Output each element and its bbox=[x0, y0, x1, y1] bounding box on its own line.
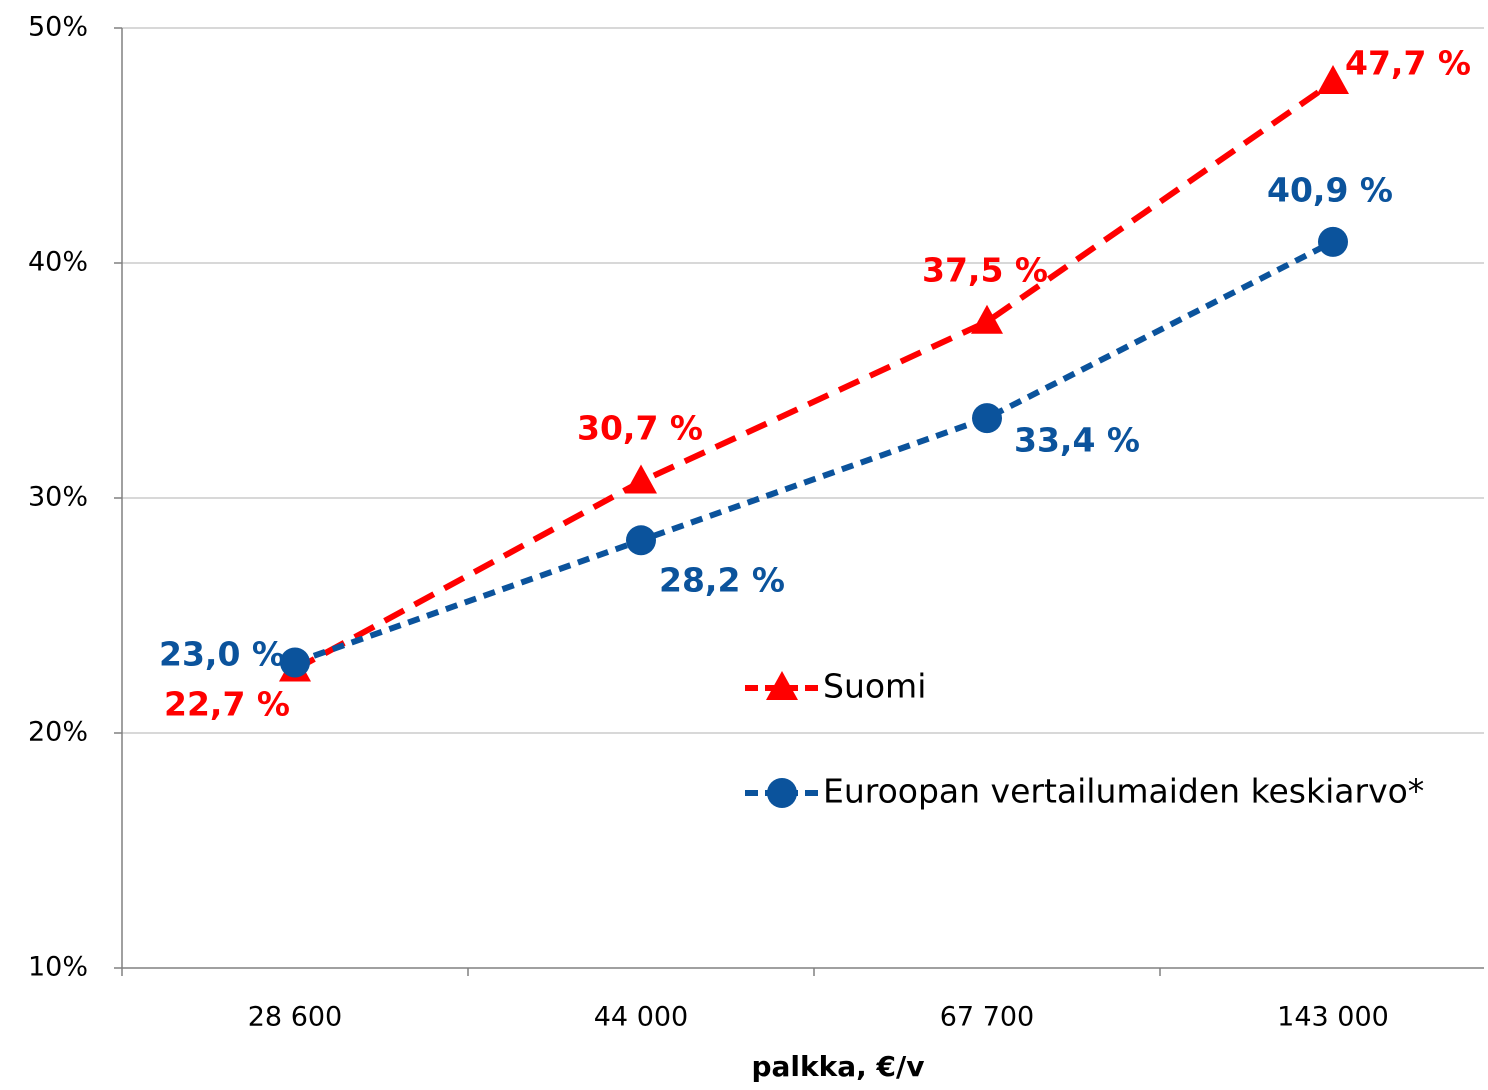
data-point bbox=[972, 403, 1002, 434]
x-axis-label: palkka, €/v bbox=[751, 1050, 924, 1083]
x-tick-label: 44 000 bbox=[594, 1002, 688, 1033]
data-point bbox=[280, 647, 310, 678]
data-label: 28,2 % bbox=[659, 561, 785, 600]
data-label: 23,0 % bbox=[159, 635, 285, 674]
data-label: 30,7 % bbox=[577, 409, 703, 448]
y-tick-label: 50% bbox=[28, 12, 88, 43]
y-tick-label: 10% bbox=[28, 952, 88, 983]
data-label: 33,4 % bbox=[1014, 421, 1140, 460]
legend-marker bbox=[766, 671, 798, 700]
legend-marker bbox=[767, 778, 797, 808]
data-point bbox=[1318, 226, 1348, 257]
data-point bbox=[626, 525, 656, 556]
y-tick-label: 20% bbox=[28, 717, 88, 748]
legend-label: Euroopan vertailumaiden keskiarvo* bbox=[823, 772, 1424, 811]
legend-label: Suomi bbox=[823, 667, 926, 706]
data-point bbox=[625, 464, 657, 494]
x-tick-label: 143 000 bbox=[1277, 1002, 1389, 1033]
data-point bbox=[971, 304, 1003, 334]
data-point bbox=[1317, 65, 1349, 95]
series-line bbox=[294, 239, 1335, 666]
data-label: 37,5 % bbox=[922, 251, 1048, 290]
series-line bbox=[293, 79, 1335, 673]
x-tick-label: 28 600 bbox=[248, 1002, 342, 1033]
data-label: 47,7 % bbox=[1345, 44, 1471, 83]
data-label: 22,7 % bbox=[164, 685, 290, 724]
data-label: 40,9 % bbox=[1267, 171, 1393, 210]
x-tick-label: 67 700 bbox=[940, 1002, 1034, 1033]
y-tick-label: 40% bbox=[28, 247, 88, 278]
y-tick-label: 30% bbox=[28, 482, 88, 513]
